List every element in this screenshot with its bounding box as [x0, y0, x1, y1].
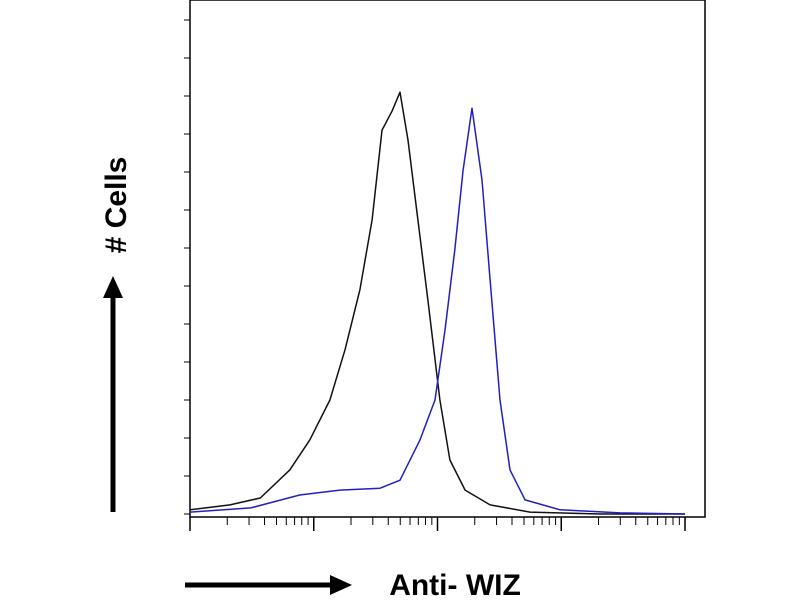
histogram-line	[189, 107, 686, 515]
x-arrow-head	[330, 575, 352, 595]
x-axis-label: Anti- WIZ	[389, 569, 521, 600]
histogram-line	[189, 91, 685, 515]
y-arrow-head	[103, 276, 123, 298]
y-axis-label: # Cells	[100, 157, 133, 254]
plot-frame	[189, 0, 706, 518]
